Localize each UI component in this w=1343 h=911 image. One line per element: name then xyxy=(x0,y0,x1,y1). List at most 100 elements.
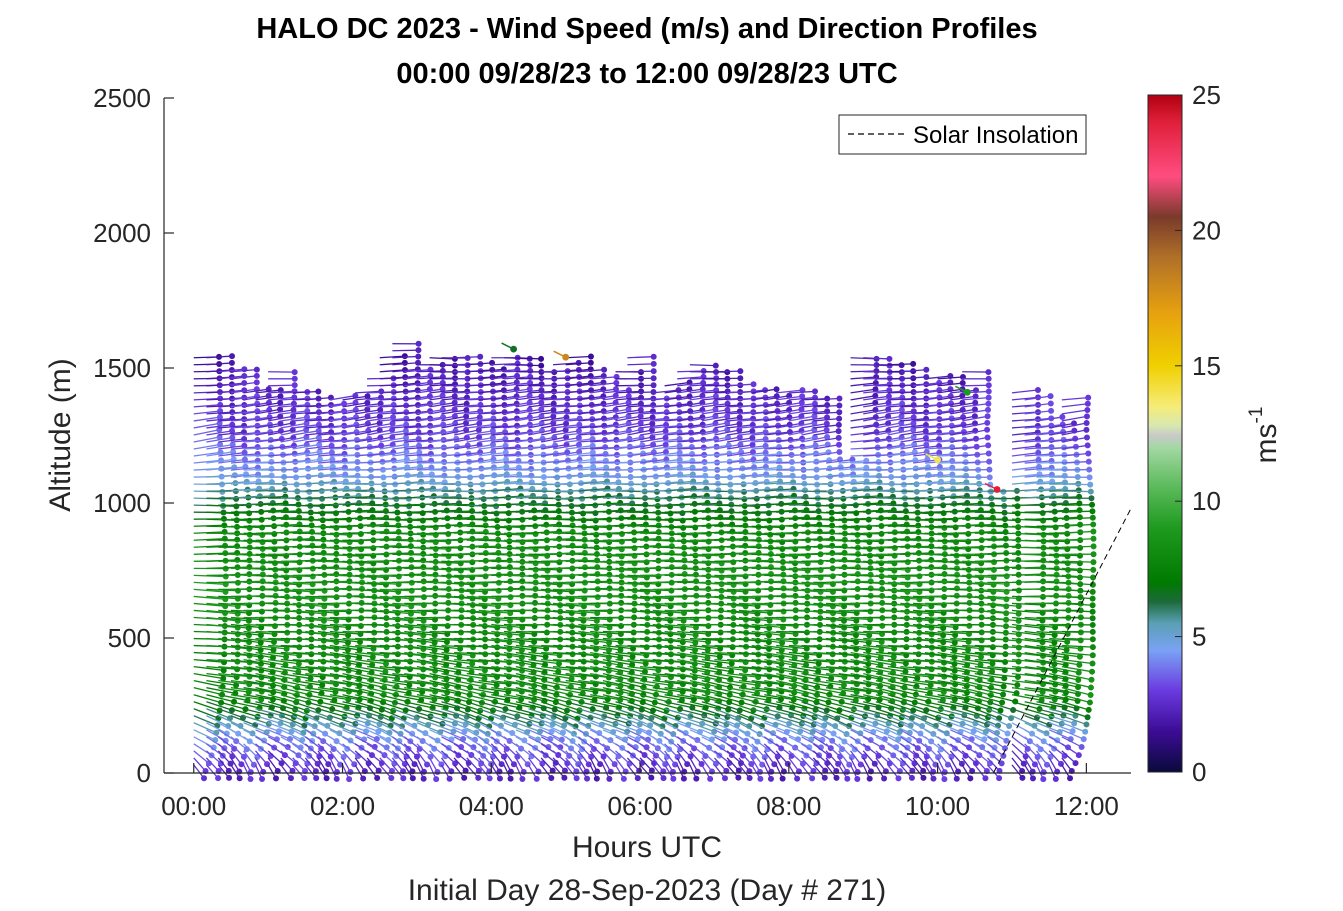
y-tick-label: 1500 xyxy=(93,353,151,383)
wind-barb xyxy=(267,715,296,728)
colorbar-gradient xyxy=(1147,94,1183,773)
wind-barb xyxy=(267,750,285,767)
y-tick-label: 0 xyxy=(137,758,151,788)
wind-barb xyxy=(503,750,517,768)
wind-barb xyxy=(193,736,217,751)
wind-barb xyxy=(205,750,224,767)
chart-title: HALO DC 2023 - Wind Speed (m/s) and Dire… xyxy=(256,13,1037,45)
wind-barb xyxy=(217,750,234,767)
wind-barb xyxy=(255,406,284,415)
wind-barb xyxy=(392,347,422,354)
colorbar-tick-label: 15 xyxy=(1192,351,1221,381)
x-axis-secondary-label: Initial Day 28-Sep-2023 (Day # 271) xyxy=(408,874,887,907)
wind-barb xyxy=(243,637,278,646)
y-tick-label: 500 xyxy=(108,623,151,653)
wind-barb xyxy=(1061,400,1091,408)
wind-barb xyxy=(292,680,326,689)
wind-barb xyxy=(280,764,294,782)
wind-barb xyxy=(268,382,298,389)
x-tick-label: 00:00 xyxy=(161,791,226,821)
wind-barb xyxy=(268,369,298,376)
wind-barb xyxy=(491,360,521,367)
wind-barb xyxy=(193,488,226,495)
wind-barb xyxy=(255,393,284,401)
y-ticks: 0 500 1000 1500 2000 2500 xyxy=(93,83,174,788)
wind-barb xyxy=(627,360,657,367)
wind-barb xyxy=(243,750,257,768)
x-axis-label: Hours UTC xyxy=(572,831,722,864)
wind-barb xyxy=(565,353,594,360)
wind-barb xyxy=(255,651,290,661)
colorbar-label-exponent: -1 xyxy=(1246,407,1267,424)
wind-barb xyxy=(268,413,297,422)
wind-barb-highlight xyxy=(501,342,518,353)
wind-barb xyxy=(1011,708,1041,721)
wind-barb xyxy=(230,379,260,387)
wind-barb xyxy=(850,406,879,415)
colorbar: 0 5 10 15 20 25 ms-1 xyxy=(1147,80,1283,787)
wind-barb xyxy=(230,366,260,373)
wind-barb xyxy=(280,715,308,729)
wind-barb xyxy=(193,395,224,402)
wind-barb xyxy=(230,372,260,380)
y-axis-label: Altitude (m) xyxy=(44,358,77,511)
wind-barb xyxy=(206,441,236,450)
wind-barb xyxy=(206,701,235,714)
y-tick-label: 1000 xyxy=(93,488,151,518)
chart-subtitle: 00:00 09/28/23 to 12:00 09/28/23 UTC xyxy=(396,58,897,90)
x-tick-label: 06:00 xyxy=(608,791,673,821)
wind-barb xyxy=(193,433,223,443)
wind-barb xyxy=(230,764,243,782)
wind-barb xyxy=(280,757,296,774)
wind-barb xyxy=(193,764,208,782)
wind-barb xyxy=(217,764,233,781)
wind-barb xyxy=(689,362,719,369)
wind-barb xyxy=(243,764,254,783)
wind-barb xyxy=(206,729,229,744)
wind-barb xyxy=(243,651,277,661)
wind-barb xyxy=(206,359,235,366)
wind-barb xyxy=(677,367,707,374)
wind-barb xyxy=(193,522,228,529)
wind-barb xyxy=(268,658,302,667)
wind-barb xyxy=(193,420,223,429)
wind-barb xyxy=(268,426,296,436)
x-tick-label: 08:00 xyxy=(756,791,821,821)
x-tick-label: 10:00 xyxy=(905,791,970,821)
wind-barb xyxy=(254,764,266,783)
wind-barb xyxy=(1011,387,1041,394)
wind-barb xyxy=(243,644,277,653)
wind-barb xyxy=(280,434,310,443)
wind-barb xyxy=(255,715,284,727)
wind-barb xyxy=(255,722,282,735)
wind-barb xyxy=(206,680,240,689)
wind-barb xyxy=(1061,413,1090,422)
wind-barb xyxy=(850,399,879,408)
wind-barb-highlight xyxy=(553,350,570,361)
wind-barb xyxy=(267,764,279,782)
wind-barb xyxy=(1061,407,1091,415)
wind-barb xyxy=(230,750,245,768)
wind-barb xyxy=(280,414,310,422)
colorbar-label: ms-1 xyxy=(1246,407,1283,464)
wind-barb xyxy=(193,701,223,714)
wind-barb xyxy=(193,757,209,775)
wind-barb xyxy=(255,399,284,408)
wind-barb xyxy=(280,672,314,682)
wind-barb xyxy=(267,736,291,750)
x-tick-label: 04:00 xyxy=(459,791,524,821)
wind-barb xyxy=(1061,394,1092,401)
wind-barb xyxy=(193,441,224,450)
x-tick-label: 02:00 xyxy=(310,791,375,821)
wind-barb xyxy=(193,573,229,580)
colorbar-tick-label: 10 xyxy=(1192,486,1221,516)
wind-barb xyxy=(205,764,222,782)
y-tick-label: 2500 xyxy=(93,83,151,113)
wind-barb xyxy=(255,644,290,652)
wind-barb xyxy=(292,764,308,782)
wind-barb xyxy=(280,750,299,767)
wind-barb xyxy=(193,414,223,422)
wind-barb xyxy=(243,715,272,727)
wind-barb xyxy=(193,672,227,682)
